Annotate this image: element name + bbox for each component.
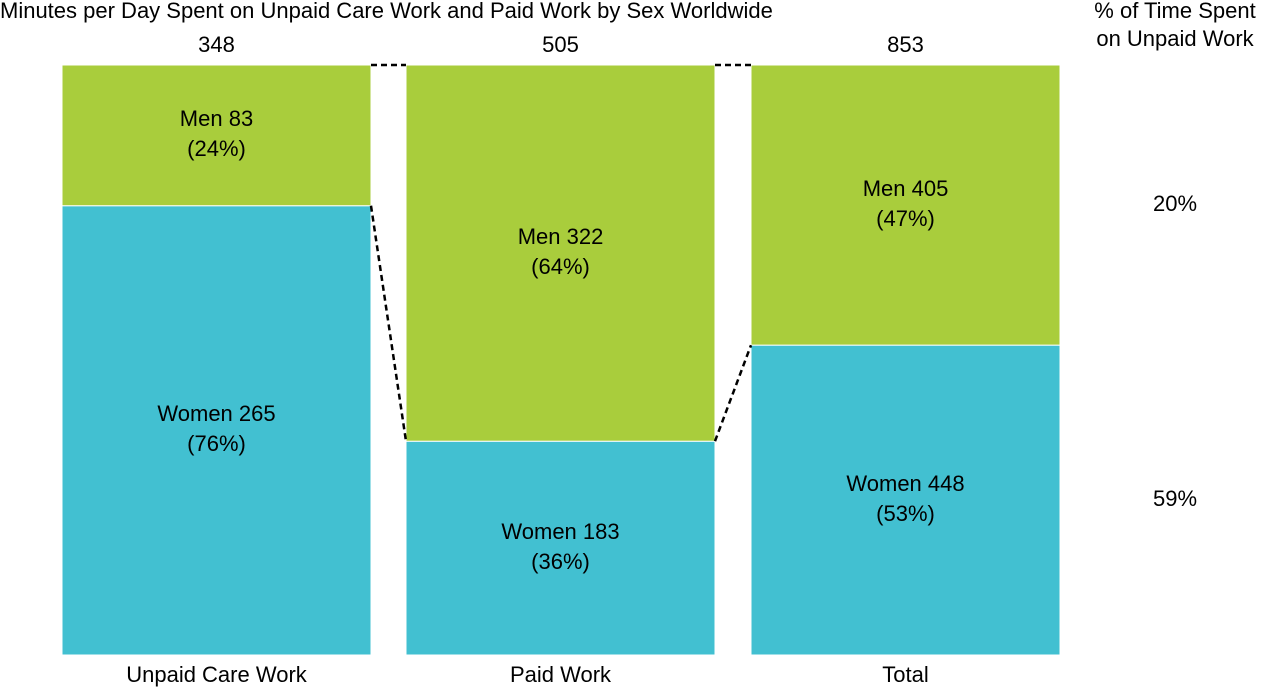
x-tick-label: Unpaid Care Work — [126, 662, 308, 687]
bar-segment — [405, 64, 716, 442]
value-label: Men 405 — [863, 176, 949, 201]
percent-label: (53%) — [876, 501, 935, 526]
bar-segment — [61, 205, 372, 656]
percent-label: (64%) — [531, 254, 590, 279]
bar-segment — [750, 64, 1061, 346]
percent-label: (36%) — [531, 549, 590, 574]
value-label: Women 448 — [846, 471, 964, 496]
percent-label: (47%) — [876, 206, 935, 231]
unpaid-share-label: 59% — [1153, 486, 1197, 511]
value-label: Women 183 — [501, 519, 619, 544]
value-label: Women 265 — [157, 401, 275, 426]
percent-label: (76%) — [187, 431, 246, 456]
total-label: 853 — [887, 32, 924, 57]
total-label: 505 — [542, 32, 579, 57]
percent-label: (24%) — [187, 136, 246, 161]
connector — [369, 205, 408, 442]
value-label: Men 83 — [180, 106, 253, 131]
side-title: on Unpaid Work — [1096, 26, 1254, 51]
side-title: % of Time Spent — [1094, 0, 1255, 23]
value-label: Men 322 — [518, 224, 604, 249]
total-label: 348 — [198, 32, 235, 57]
x-tick-label: Total — [882, 662, 928, 687]
connector — [713, 344, 753, 442]
bar-segment — [750, 344, 1061, 656]
unpaid-share-label: 20% — [1153, 191, 1197, 216]
bar-segment — [61, 64, 372, 207]
x-tick-label: Paid Work — [510, 662, 612, 687]
chart-title: Minutes per Day Spent on Unpaid Care Wor… — [0, 0, 773, 23]
